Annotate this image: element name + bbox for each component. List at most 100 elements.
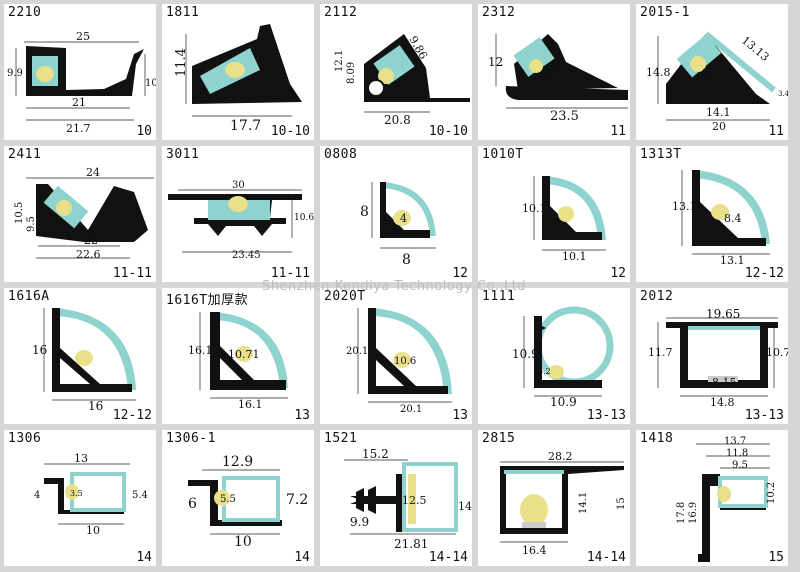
profile-cell-2411: 2411 24 10.5 9.5 22 22.6 11-11 [4, 146, 156, 282]
profile-drawing-2815: 28.2 14.1 15 16.4 [500, 450, 627, 557]
profile-code: 2015-1 [640, 5, 690, 20]
dim-label: 9.9 [350, 515, 369, 529]
dim-label: 11.8 [726, 448, 748, 459]
profile-drawing-2210: 25 9.9 10.8 21 21.7 [7, 30, 156, 135]
profile-cell-2210: 2210 25 9.9 10.8 21 21.7 10 [4, 4, 156, 140]
dim-label: 10.6 [394, 356, 416, 367]
dim-label: 10.7 [766, 346, 788, 359]
dim-label: 15 [616, 497, 627, 510]
profile-cell-1306-1: 1306-1 12.9 6 7.2 5.5 10 14 [162, 430, 314, 566]
dim-label: 5.4 [132, 490, 148, 501]
profile-cell-1811: 1811 11.4 17.7 10-10 [162, 4, 314, 140]
page-number: 14 [136, 550, 152, 565]
dim-label: 22.6 [76, 248, 101, 261]
profile-drawing-1521: 15.2 12.5 14.5 9.9 21.81 [344, 447, 472, 551]
dim-label: 16 [88, 399, 103, 413]
dim-label: 13.1 [672, 200, 697, 213]
profile-cell-1521: 1521 15.2 12.5 14.5 9.9 21.81 14-14 [320, 430, 472, 566]
dim-label: 4 [34, 490, 40, 501]
dim-label: 14.1 [578, 492, 589, 514]
profile-cell-2020T: 2020T 20.1 10.6 20.1 13 [320, 288, 472, 424]
dim-label: 25 [76, 30, 90, 43]
dim-label: 8 [360, 204, 369, 220]
profile-drawing-1111: 10.9 5.2 10.9 [512, 306, 614, 409]
dim-label: 9 [702, 68, 708, 79]
profile-code: 2815 [482, 431, 516, 446]
profile-drawing-1811: 11.4 17.7 [174, 24, 302, 134]
dim-label: 20.1 [346, 346, 368, 357]
dim-label: 20 [712, 120, 726, 133]
dim-label: 10.1 [562, 250, 587, 263]
dim-label: 16.4 [522, 544, 547, 557]
dim-label: 10.6 [294, 213, 314, 223]
dim-label: 6 [188, 496, 197, 512]
page-number: 12-12 [744, 266, 784, 281]
profile-code: 2112 [324, 5, 358, 20]
dim-label: 13.13 [739, 34, 771, 64]
dim-label: 10 [86, 524, 100, 537]
dim-label: 30 [232, 180, 245, 191]
profile-cell-2012: 2012 19.65 11.7 10.7 8.15 14.8 13-13 [636, 288, 788, 424]
profile-code: 3011 [166, 147, 200, 162]
profile-code: 1010T [482, 147, 524, 162]
page-number: 14 [294, 550, 310, 565]
profile-drawing-1010T: 10.1 10.1 [522, 176, 606, 263]
profile-cell-2112: 2112 12.1 8.09 9.86 20.8 10-10 [320, 4, 472, 140]
profile-code: 2411 [8, 147, 42, 162]
dim-label: 3.4 [778, 90, 788, 98]
profile-drawing-2312: 12 8.6 23.5 [488, 34, 628, 124]
page-number: 12 [452, 266, 468, 281]
dim-label: 3.5 [70, 489, 83, 498]
dim-label: 10.71 [228, 348, 260, 361]
dim-label: 12 [488, 55, 503, 69]
page-number: 10 [136, 124, 152, 139]
page-number: 14-14 [586, 550, 626, 565]
profile-drawing-2020T: 20.1 10.6 20.1 [346, 308, 452, 415]
dim-label: 4 [400, 212, 407, 225]
dim-label: 14.5 [458, 500, 472, 513]
dim-label: 12.9 [222, 454, 253, 470]
profile-drawing-1418: 13.7 11.8 9.5 17.8 16.9 10.2 [676, 436, 777, 562]
profile-cell-1111: 1111 10.9 5.2 10.9 13-13 [478, 288, 630, 424]
dim-label: 14.1 [706, 106, 731, 119]
dim-label: 21.7 [66, 122, 91, 135]
profile-drawing-2012: 19.65 11.7 10.7 8.15 14.8 [648, 307, 788, 409]
page-number: 14-14 [428, 550, 468, 565]
dim-label: 20.8 [384, 113, 411, 127]
profile-cell-1010T: 1010T 10.1 10.1 12 [478, 146, 630, 282]
dim-label: 14.8 [646, 66, 671, 79]
profile-code: 0808 [324, 147, 358, 162]
dim-label: 9.5 [732, 460, 748, 471]
page-number: 13 [452, 408, 468, 423]
dim-label: 16.9 [688, 502, 699, 524]
page-number: 12 [610, 266, 626, 281]
profile-drawing-1313T: 13.1 8.4 13.1 [672, 170, 770, 267]
profile-code: 2210 [8, 5, 42, 20]
profile-code: 1111 [482, 289, 516, 304]
dim-label: 22 [84, 234, 98, 247]
profile-code: 1616T加厚款 [166, 293, 249, 308]
dim-label: 12.1 [334, 50, 345, 72]
dim-label: 13.7 [724, 436, 746, 447]
profile-cell-0808: 0808 8 4 8 12 [320, 146, 472, 282]
profile-drawing-0808: 8 4 8 [360, 182, 436, 268]
page-number: 11 [768, 124, 784, 139]
page-number: 13-13 [744, 408, 784, 423]
page-number: 12-12 [112, 408, 152, 423]
page-number: 11 [610, 124, 626, 139]
profile-cell-1616A: 1616A 16 16 12-12 [4, 288, 156, 424]
profile-cell-2815: 2815 28.2 14.1 15 16.4 14-14 [478, 430, 630, 566]
dim-label: 10.9 [512, 347, 539, 361]
dim-label: 28.2 [548, 450, 573, 463]
dim-label: 8.15 [712, 376, 737, 389]
profile-cell-1418: 1418 13.7 11.8 9.5 17.8 16.9 10.2 15 [636, 430, 788, 566]
profile-drawing-1306: 13 4 5.4 3.5 10 [34, 452, 148, 537]
profile-code: 2312 [482, 5, 516, 20]
dim-label: 11.7 [648, 346, 673, 359]
profile-code: 1418 [640, 431, 674, 446]
dim-label: 19.65 [706, 307, 740, 321]
profile-drawing-2015-1: 14.8 13.13 9 3.4 14.1 20 [646, 31, 788, 133]
dim-label: 10.2 [766, 482, 777, 504]
page-number: 10-10 [270, 124, 310, 139]
profile-drawing-3011: 30 10.6 23.45 [168, 180, 314, 261]
